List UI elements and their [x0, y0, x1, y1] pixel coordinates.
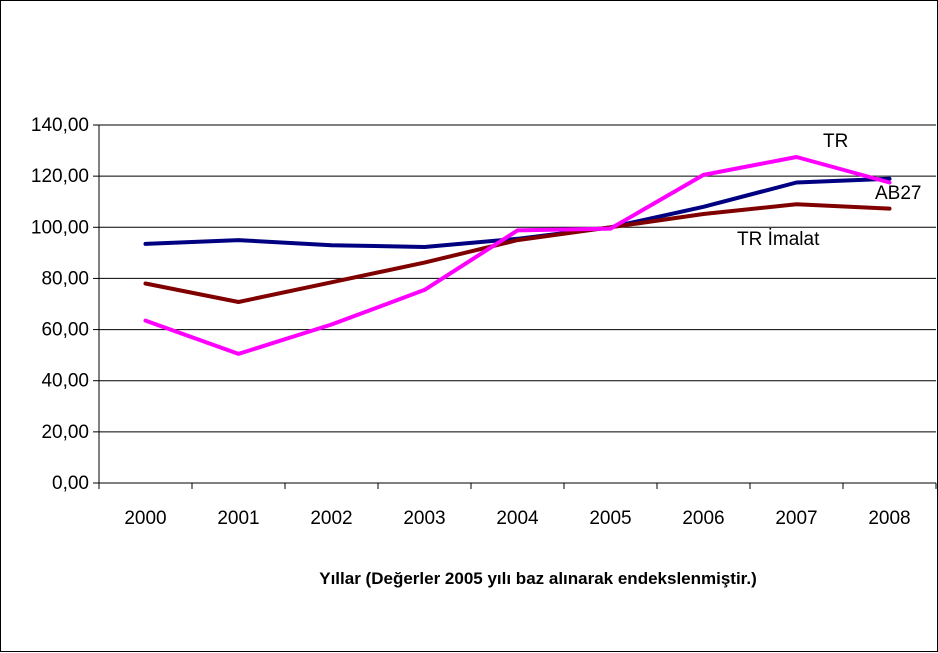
series-label: TR: [823, 131, 848, 152]
x-tick-label: 2002: [310, 508, 352, 529]
y-tick-label: 40,00: [41, 371, 89, 392]
gridlines: [99, 124, 936, 433]
x-tick-label: 2000: [124, 508, 166, 529]
series-label: TR İmalat: [737, 229, 820, 250]
y-tick-label: 0,00: [52, 473, 89, 494]
y-tick-label: 60,00: [41, 320, 89, 341]
series-label: AB27: [875, 183, 921, 204]
x-tick-label: 2005: [589, 508, 631, 529]
x-tick-label: 2003: [403, 508, 445, 529]
axes: [93, 124, 937, 489]
y-tick-label: 140,00: [31, 115, 89, 136]
x-axis-title: Yıllar (Değerler 2005 yılı baz alınarak …: [319, 569, 757, 588]
series-line-2: [143, 155, 892, 356]
x-tick-label: 2004: [496, 508, 539, 529]
x-tick-label: 2001: [217, 508, 259, 529]
y-tick-label: 20,00: [41, 422, 89, 443]
series-line-1: [143, 202, 892, 304]
y-tick-label: 120,00: [31, 166, 89, 187]
x-tick-label: 2008: [868, 508, 910, 529]
y-tick-label: 100,00: [31, 217, 89, 238]
x-tick-label: 2006: [682, 508, 724, 529]
series-lines: [143, 155, 892, 356]
y-tick-label: 80,00: [41, 268, 89, 289]
labels: 0,00 20,00 40,00 60,00 80,00 100,00 120,00 140,…: [31, 115, 922, 529]
x-tick-label: 2007: [775, 508, 817, 529]
